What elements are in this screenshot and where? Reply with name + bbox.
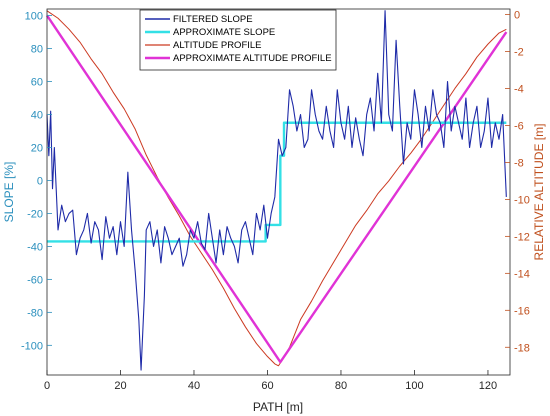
y-right-tick-label: 0 — [514, 10, 520, 22]
y-right-tick-label: -16 — [514, 305, 530, 317]
legend: FILTERED SLOPE APPROXIMATE SLOPE ALTITUD… — [139, 9, 337, 71]
y-left-tick-label: -40 — [27, 241, 43, 253]
y-left-tick-label: -80 — [27, 307, 43, 319]
y-right-tick-label: -8 — [514, 157, 524, 169]
axis-layer: 0 20 40 60 80 100 120100806040200-20-40-60-80-… — [21, 10, 530, 392]
x-tick-label: 0 — [44, 380, 50, 392]
y-left-tick-label: 80 — [31, 44, 43, 56]
legend-label-filtered-slope: FILTERED SLOPE — [173, 14, 253, 25]
y-right-tick-label: -10 — [514, 194, 530, 206]
y-left-tick-label: -100 — [21, 340, 43, 352]
legend-label-approximate-altitude-profile: APPROXIMATE ALTITUDE PROFILE — [173, 53, 332, 64]
y-left-tick-label: 60 — [31, 77, 43, 89]
y-right-tick-label: -4 — [514, 83, 524, 95]
x-tick-label: 120 — [479, 380, 497, 392]
y-right-tick-label: -6 — [514, 120, 524, 132]
x-axis-label: PATH [m] — [253, 400, 303, 414]
x-tick-label: 40 — [188, 380, 200, 392]
y-left-tick-label: -60 — [27, 274, 43, 286]
y-axis-left-label: SLOPE [%] — [2, 162, 16, 223]
y-axis-right-label: RELATIVE ALTITUDE [m] — [532, 124, 546, 261]
series-line-filtered-slope — [46, 10, 507, 371]
x-tick-label: 60 — [261, 380, 273, 392]
x-tick-label: 100 — [405, 380, 423, 392]
y-left-tick-label: 20 — [31, 142, 43, 154]
plot-frame — [46, 8, 511, 376]
y-right-tick-label: -2 — [514, 47, 524, 59]
y-right-tick-label: -18 — [514, 342, 530, 354]
legend-label-approximate-slope: APPROXIMATE SLOPE — [173, 27, 275, 38]
y-left-tick-label: 40 — [31, 110, 43, 122]
legend-box — [139, 9, 337, 71]
series-line-approximate-altitude-profile — [46, 14, 508, 364]
legend-label-altitude-profile: ALTITUDE PROFILE — [173, 40, 262, 51]
y-right-tick-label: -12 — [514, 231, 530, 243]
x-tick-label: 20 — [114, 380, 126, 392]
y-left-tick-label: -20 — [27, 208, 43, 220]
series-layer — [46, 10, 508, 371]
x-tick-label: 80 — [335, 380, 347, 392]
y-right-tick-label: -14 — [514, 268, 530, 280]
y-left-tick-label: 0 — [37, 175, 43, 187]
y-left-tick-label: 100 — [25, 11, 43, 23]
series-line-approximate-slope — [47, 121, 507, 243]
